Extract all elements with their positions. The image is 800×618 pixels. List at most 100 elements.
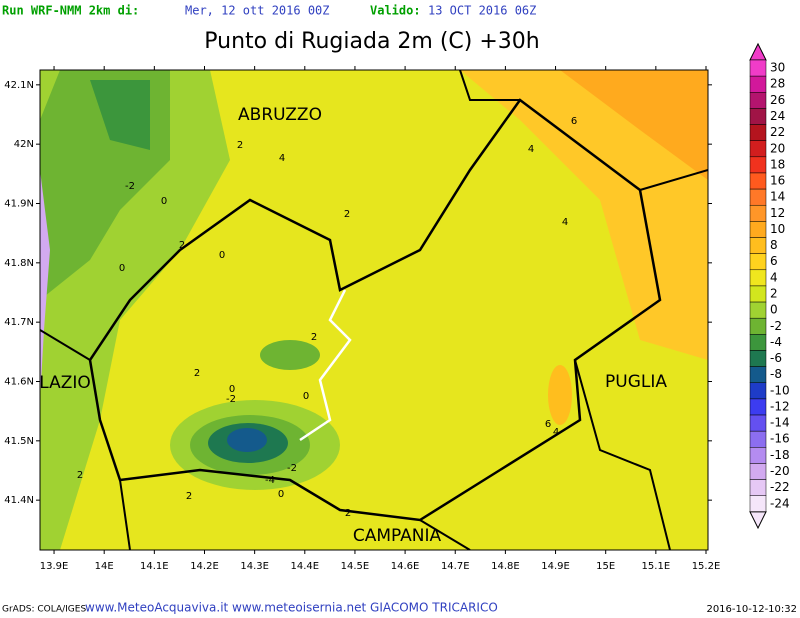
valid-date: 13 OCT 2016 06Z <box>428 4 536 18</box>
contour-label: 2 <box>237 140 243 151</box>
colorbar-box <box>749 188 767 206</box>
colorbar-box <box>749 463 767 480</box>
contour-label: 0 <box>219 250 225 261</box>
colorbar-label: -22 <box>770 480 790 494</box>
colorbar-label: -20 <box>770 464 790 478</box>
colorbar-label: 0 <box>770 303 778 317</box>
lat-tick-label: 41.5N <box>4 436 34 447</box>
colorbar-box <box>749 317 767 335</box>
lon-tick-label: 14.6E <box>391 561 420 572</box>
colorbar-box <box>749 269 767 287</box>
ticks: 42.1N 42N 41.9N 41.8N 41.7N 41.6N 41.5N 41.4N 13… <box>4 66 720 572</box>
colorbar-cap <box>749 511 767 530</box>
colorbar-box <box>749 334 767 351</box>
region-label: LAZIO <box>39 373 91 393</box>
contour-label: 0 <box>161 196 167 207</box>
contour-label: -4 <box>265 475 275 486</box>
map-title: Punto di Rugiada 2m (C) +30h <box>204 29 539 54</box>
colorbar-label: 28 <box>770 77 785 91</box>
region-label: CAMPANIA <box>353 526 442 546</box>
lon-tick-label: 15.2E <box>692 561 721 572</box>
lat-tick-label: 41.6N <box>4 376 34 387</box>
province-border <box>299 289 352 442</box>
colorbar-box <box>749 172 767 190</box>
colorbar-label: 22 <box>770 125 785 139</box>
colorbar-box <box>749 237 767 254</box>
contour-label: 0 <box>303 391 309 402</box>
colorbar-box <box>749 124 767 141</box>
lat-tick-label: 41.9N <box>4 198 34 209</box>
colorbar-label: 16 <box>770 174 785 188</box>
contour-label: 4 <box>279 153 285 164</box>
contour-label: 0 <box>278 489 284 500</box>
run-date: Mer, 12 ott 2016 00Z <box>185 4 330 18</box>
colorbar-box <box>749 398 767 416</box>
map-frame <box>39 69 709 551</box>
contour-label: 2 <box>194 368 200 379</box>
colorbar-label: 18 <box>770 157 785 171</box>
lon-tick-label: 14.9E <box>541 561 570 572</box>
region-label: ABRUZZO <box>238 105 322 125</box>
colorbar-box <box>749 479 767 496</box>
colorbar-box <box>749 92 767 109</box>
blob-3 <box>227 428 267 452</box>
colorbar-label: -10 <box>770 383 790 397</box>
lon-tick-label: 14.4E <box>290 561 319 572</box>
colorbar-label: 12 <box>770 206 785 220</box>
colorbar-label: 26 <box>770 93 785 107</box>
lon-tick-label: 14.5E <box>341 561 370 572</box>
colorbar-box <box>749 140 767 158</box>
lat-tick-label: 41.8N <box>4 258 34 269</box>
colorbar-label: -4 <box>770 335 782 349</box>
lon-tick-label: 14.8E <box>491 561 520 572</box>
colorbar-label: 24 <box>770 109 785 123</box>
contour-label: 2 <box>186 491 192 502</box>
colorbar-box <box>749 59 767 77</box>
lon-tick-label: 14.7E <box>441 561 470 572</box>
colorbar-label: 4 <box>770 270 778 284</box>
contour-label: 4 <box>528 144 534 155</box>
colorbar-label: -2 <box>770 319 782 333</box>
colorbar-label: 30 <box>770 61 785 75</box>
lon-tick-label: 14.3E <box>240 561 269 572</box>
contour-label: -2 <box>226 394 236 405</box>
colorbar-box <box>749 382 767 400</box>
footer-left: GrADS: COLA/IGES <box>2 605 86 615</box>
colorbar-box <box>749 495 767 513</box>
colorbar-label: 6 <box>770 254 778 268</box>
field-green-deep <box>90 80 150 150</box>
footer-center: www.MeteoAcquaviva.it www.meteoisernia.n… <box>85 601 498 615</box>
colorbar-label: -16 <box>770 432 790 446</box>
colorbar-label: -14 <box>770 416 790 430</box>
colorbar-label: -12 <box>770 399 790 413</box>
colorbar-box <box>749 301 767 319</box>
colorbar-label: 10 <box>770 222 785 236</box>
blob-4 <box>260 340 320 370</box>
contour-label: 6 <box>545 419 551 430</box>
region-borders <box>40 70 708 550</box>
colorbar-box <box>749 414 767 432</box>
lon-tick-label: 14.2E <box>190 561 219 572</box>
contour-label: 0 <box>229 384 235 395</box>
lon-tick-label: 14.1E <box>140 561 169 572</box>
contour-label: 0 <box>119 263 125 274</box>
field-orange <box>460 70 708 360</box>
contour-label: -2 <box>287 463 297 474</box>
contour-label: 4 <box>553 427 559 438</box>
contour-label: 2 <box>345 508 351 519</box>
colorbar-label: 8 <box>770 238 778 252</box>
lat-tick-label: 42N <box>14 139 34 150</box>
contour-label: 2 <box>344 209 350 220</box>
colorbar-label: -6 <box>770 351 782 365</box>
contour-label: 4 <box>562 217 568 228</box>
run-label: Run WRF-NMM 2km di: <box>2 4 139 18</box>
lon-tick-label: 13.9E <box>40 561 69 572</box>
colorbar-label: 14 <box>770 190 785 204</box>
colorbar-box <box>749 447 767 464</box>
colorbar-box <box>749 204 767 222</box>
contour-label: 2 <box>179 240 185 251</box>
contour-label: -2 <box>125 181 135 192</box>
colorbar-cap <box>749 42 767 61</box>
